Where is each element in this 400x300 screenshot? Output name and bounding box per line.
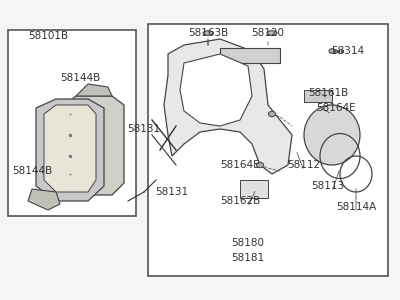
PathPatch shape: [28, 189, 60, 210]
Text: 58164E: 58164E: [220, 160, 260, 170]
Ellipse shape: [203, 31, 213, 35]
Ellipse shape: [256, 162, 264, 168]
Text: 58101B: 58101B: [28, 31, 68, 41]
PathPatch shape: [76, 84, 112, 96]
PathPatch shape: [60, 96, 124, 195]
Text: 58131: 58131: [156, 187, 188, 197]
Text: 58162B: 58162B: [220, 196, 260, 206]
Text: 58131: 58131: [128, 124, 160, 134]
Bar: [240, 180, 268, 198]
Bar: [148, 24, 388, 276]
Ellipse shape: [304, 105, 360, 165]
Text: 58161B: 58161B: [308, 88, 348, 98]
PathPatch shape: [180, 54, 252, 126]
Text: 58144B: 58144B: [12, 166, 52, 176]
Bar: [8, 30, 136, 216]
Ellipse shape: [268, 111, 276, 117]
Ellipse shape: [267, 31, 277, 35]
Text: 58180: 58180: [232, 238, 264, 248]
Text: 58181: 58181: [232, 253, 264, 263]
Ellipse shape: [329, 49, 335, 53]
Text: 58144B: 58144B: [60, 73, 100, 83]
Bar: [220, 48, 280, 63]
Text: 58114A: 58114A: [336, 202, 376, 212]
Text: 58113: 58113: [312, 181, 344, 191]
PathPatch shape: [44, 105, 96, 192]
Text: 58112: 58112: [288, 160, 320, 170]
Text: 58314: 58314: [332, 46, 364, 56]
Text: 58164E: 58164E: [316, 103, 356, 113]
Bar: [304, 90, 332, 102]
PathPatch shape: [36, 99, 104, 201]
Text: 58120: 58120: [252, 28, 284, 38]
PathPatch shape: [164, 39, 292, 174]
Text: 58163B: 58163B: [188, 28, 228, 38]
